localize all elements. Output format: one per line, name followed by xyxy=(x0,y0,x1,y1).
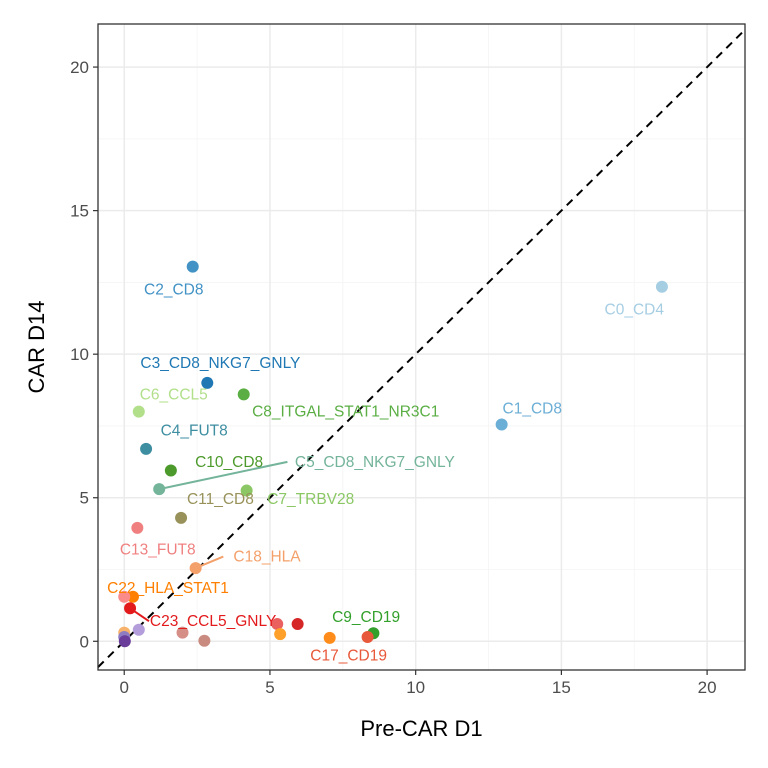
y-tick-label: 5 xyxy=(80,489,89,508)
data-point-c4-fut8 xyxy=(140,442,153,455)
x-tick-label: 5 xyxy=(265,678,274,697)
y-tick-label: 0 xyxy=(80,632,89,651)
point-label-c18-hla: C18_HLA xyxy=(233,549,301,566)
data-point-c17-cd19 xyxy=(361,630,374,643)
y-tick-label: 10 xyxy=(70,345,89,364)
point-label-c0-cd4: C0_CD4 xyxy=(605,302,665,319)
point-label-c6-ccl5: C6_CCL5 xyxy=(140,386,208,403)
data-point-unlabeled-22 xyxy=(176,626,189,639)
point-label-c2-cd8: C2_CD8 xyxy=(144,282,203,299)
x-tick-label: 10 xyxy=(406,678,425,697)
point-label-c9-cd19: C9_CD19 xyxy=(332,609,400,626)
point-layer xyxy=(118,260,668,648)
y-tick-label: 15 xyxy=(70,202,89,221)
y-tick-label: 20 xyxy=(70,58,89,77)
point-label-c8-itgal-stat1-nr3c1: C8_ITGAL_STAT1_NR3C1 xyxy=(252,404,439,421)
point-label-c7-trbv28: C7_TRBV28 xyxy=(267,491,354,508)
point-label-c1-cd8: C1_CD8 xyxy=(503,401,562,418)
point-label-c5-cd8-nkg7-gnly: C5_CD8_NKG7_GNLY xyxy=(295,454,455,471)
data-point-c8-itgal-stat1-nr3c1 xyxy=(237,388,250,401)
panel-border xyxy=(97,23,746,671)
data-point-unlabeled-27 xyxy=(118,590,131,603)
grid-layer xyxy=(98,24,745,670)
data-point-unlabeled-18 xyxy=(291,618,304,631)
data-point-c23-ccl5-gnly xyxy=(124,602,137,615)
data-point-c5-cd8-nkg7-gnly xyxy=(153,483,166,496)
axis-layer: 0 5 10 15 20 0 5 10 15 20 xyxy=(70,23,746,697)
identity-reference-line xyxy=(97,29,746,668)
point-label-c11-cd8: C11_CD8 xyxy=(187,491,254,508)
data-point-unlabeled-21 xyxy=(132,623,145,636)
point-label-c13-fut8: C13_FUT8 xyxy=(120,541,196,558)
label-segment-c5-cd8-nkg7-gnly xyxy=(158,460,288,491)
x-tick-label: 20 xyxy=(698,678,717,697)
x-tick-label: 15 xyxy=(552,678,571,697)
data-point-c1-cd8 xyxy=(495,418,508,431)
point-label-c22-hla-stat1: C22_HLA_STAT1 xyxy=(107,580,229,597)
x-tick-label: 0 xyxy=(119,678,128,697)
panel-background xyxy=(98,24,745,670)
data-point-c2-cd8 xyxy=(186,260,199,273)
data-point-c13-fut8 xyxy=(131,521,144,534)
data-point-c7-trbv28 xyxy=(240,484,253,497)
data-point-c3-cd8-nkg7-gnly xyxy=(201,376,214,389)
point-label-layer: C0_CD4 C1_CD8 C2_CD8 C3_CD8_NKG7_GNLY C4_FUT… xyxy=(107,282,664,665)
data-point-unlabeled-26 xyxy=(118,635,131,648)
data-point-c11-cd8 xyxy=(175,511,188,524)
x-axis-title: Pre-CAR D1 xyxy=(360,716,482,741)
data-point-unlabeled-23 xyxy=(198,634,211,647)
point-label-c4-fut8: C4_FUT8 xyxy=(161,422,228,439)
y-axis-title: CAR D14 xyxy=(24,301,49,394)
point-label-c17-cd19: C17_CD19 xyxy=(310,648,387,665)
reference-line-layer xyxy=(97,29,746,668)
data-point-c22-hla-stat1 xyxy=(126,590,139,603)
point-label-c23-ccl5-gnly: C23_CCL5_GNLY xyxy=(150,613,276,630)
data-point-c10-cd8 xyxy=(164,464,177,477)
point-label-c3-cd8-nkg7-gnly: C3_CD8_NKG7_GNLY xyxy=(140,355,300,372)
data-point-c18-hla xyxy=(189,562,202,575)
point-label-c10-cd8: C10_CD8 xyxy=(195,454,263,471)
data-point-c0-cd4 xyxy=(655,280,668,293)
data-point-unlabeled-19 xyxy=(274,628,287,641)
data-point-c6-ccl5 xyxy=(132,405,145,418)
data-point-unlabeled-20 xyxy=(323,631,336,644)
data-point-unlabeled-17 xyxy=(271,618,284,631)
